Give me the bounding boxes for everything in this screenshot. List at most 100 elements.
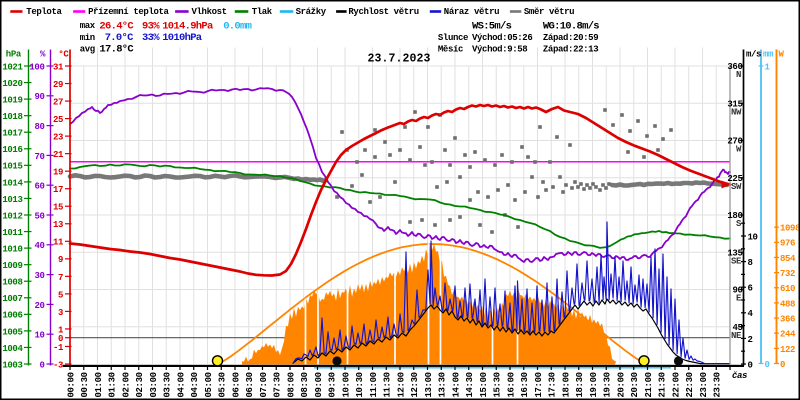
svg-text:9: 9 [58, 255, 63, 265]
svg-text:100: 100 [29, 62, 44, 72]
svg-text:NE: NE [731, 331, 742, 341]
svg-text:N: N [736, 70, 741, 80]
svg-text:Slunce: Slunce [438, 33, 468, 43]
svg-text:min: min [80, 33, 95, 43]
svg-text:3: 3 [58, 308, 63, 318]
svg-text:Rychlost větru: Rychlost větru [348, 7, 418, 17]
svg-text:29: 29 [53, 80, 63, 90]
svg-text:21:30: 21:30 [658, 372, 668, 397]
svg-text:13:30: 13:30 [438, 372, 448, 397]
svg-text:70: 70 [34, 152, 44, 162]
svg-text:max: max [80, 21, 96, 31]
svg-text:93%: 93% [142, 21, 160, 33]
svg-text:20:30: 20:30 [630, 372, 640, 397]
svg-text:488: 488 [780, 299, 795, 309]
svg-text:122: 122 [780, 345, 795, 355]
svg-text:610: 610 [780, 284, 795, 294]
svg-text:854: 854 [780, 254, 796, 264]
svg-text:1004: 1004 [2, 344, 23, 354]
svg-text:19: 19 [53, 168, 63, 178]
svg-text:03:00: 03:00 [149, 372, 159, 397]
svg-text:4: 4 [748, 309, 754, 319]
svg-text:15: 15 [53, 203, 63, 213]
svg-text:23:30: 23:30 [713, 372, 723, 397]
svg-text:1009: 1009 [2, 261, 22, 271]
svg-text:Západ:22:13: Západ:22:13 [543, 44, 598, 54]
svg-text:20:00: 20:00 [616, 372, 626, 397]
svg-text:Srážky: Srážky [296, 7, 327, 17]
svg-text:1: 1 [765, 63, 771, 73]
svg-text:m/s: m/s [746, 50, 761, 60]
svg-text:Vlhkost: Vlhkost [192, 7, 227, 17]
svg-text:0: 0 [765, 360, 770, 370]
svg-text:976: 976 [780, 239, 795, 249]
svg-text:90: 90 [732, 286, 742, 296]
svg-text:°C: °C [58, 50, 69, 60]
svg-text:00:30: 00:30 [80, 372, 90, 397]
svg-text:06:00: 06:00 [231, 372, 241, 397]
svg-text:Přízemní teplota: Přízemní teplota [88, 7, 169, 17]
svg-text:-1: -1 [53, 343, 64, 353]
svg-text:07:30: 07:30 [273, 372, 283, 397]
svg-text:360: 360 [727, 62, 742, 72]
svg-text:19:30: 19:30 [603, 372, 613, 397]
svg-text:08:00: 08:00 [286, 372, 296, 397]
svg-text:1020: 1020 [2, 79, 22, 89]
svg-text:22:30: 22:30 [685, 372, 695, 397]
svg-text:mm: mm [763, 50, 774, 60]
svg-text:27: 27 [53, 97, 63, 107]
svg-text:270: 270 [727, 137, 742, 147]
svg-text:1008: 1008 [2, 278, 22, 288]
svg-text:03:30: 03:30 [163, 372, 173, 397]
svg-text:SW: SW [731, 182, 742, 192]
svg-text:E: E [736, 294, 742, 304]
svg-text:30: 30 [34, 271, 44, 281]
svg-text:135: 135 [727, 248, 742, 258]
svg-text:10: 10 [34, 331, 44, 341]
svg-text:08:30: 08:30 [300, 372, 310, 397]
svg-text:W: W [779, 50, 785, 60]
svg-text:15:30: 15:30 [493, 372, 503, 397]
svg-text:17:00: 17:00 [534, 372, 544, 397]
svg-text:80: 80 [34, 122, 44, 132]
svg-text:0.0mm: 0.0mm [223, 21, 251, 33]
svg-text:13:00: 13:00 [424, 372, 434, 397]
svg-text:0: 0 [58, 334, 63, 344]
svg-text:21:00: 21:00 [644, 372, 654, 397]
svg-text:14:30: 14:30 [465, 372, 475, 397]
svg-text:225: 225 [727, 174, 742, 184]
svg-text:čas: čas [732, 371, 747, 381]
svg-text:1003: 1003 [2, 360, 22, 370]
svg-text:1005: 1005 [2, 327, 22, 337]
svg-text:23: 23 [53, 133, 63, 143]
svg-text:07:00: 07:00 [259, 372, 269, 397]
svg-text:22:00: 22:00 [671, 372, 681, 397]
svg-text:23.7.2023: 23.7.2023 [368, 53, 431, 66]
svg-text:2: 2 [748, 335, 753, 345]
svg-text:04:30: 04:30 [190, 372, 200, 397]
svg-text:01:30: 01:30 [108, 372, 118, 397]
svg-text:WG:10.8m/s: WG:10.8m/s [543, 20, 599, 32]
svg-text:1016: 1016 [2, 145, 22, 155]
svg-text:Východ:9:58: Východ:9:58 [472, 44, 527, 54]
svg-text:17.8°C: 17.8°C [99, 44, 134, 56]
svg-text:1021: 1021 [2, 62, 23, 72]
svg-text:hPa: hPa [6, 50, 22, 60]
svg-text:04:00: 04:00 [176, 372, 186, 397]
svg-text:1011: 1011 [2, 228, 23, 238]
svg-text:12:00: 12:00 [396, 372, 406, 397]
svg-text:732: 732 [780, 269, 795, 279]
svg-text:366: 366 [780, 314, 795, 324]
svg-text:Východ:05:26: Východ:05:26 [472, 33, 532, 43]
svg-text:17:30: 17:30 [548, 372, 558, 397]
svg-text:23:00: 23:00 [699, 372, 709, 397]
svg-text:10:30: 10:30 [355, 372, 365, 397]
svg-text:1012: 1012 [2, 211, 22, 221]
svg-text:18:00: 18:00 [561, 372, 571, 397]
svg-text:11: 11 [53, 238, 64, 248]
svg-text:Tlak: Tlak [252, 7, 273, 17]
svg-text:16:00: 16:00 [506, 372, 516, 397]
svg-text:SE: SE [731, 256, 742, 266]
svg-text:12:30: 12:30 [410, 372, 420, 397]
svg-text:25: 25 [53, 115, 63, 125]
